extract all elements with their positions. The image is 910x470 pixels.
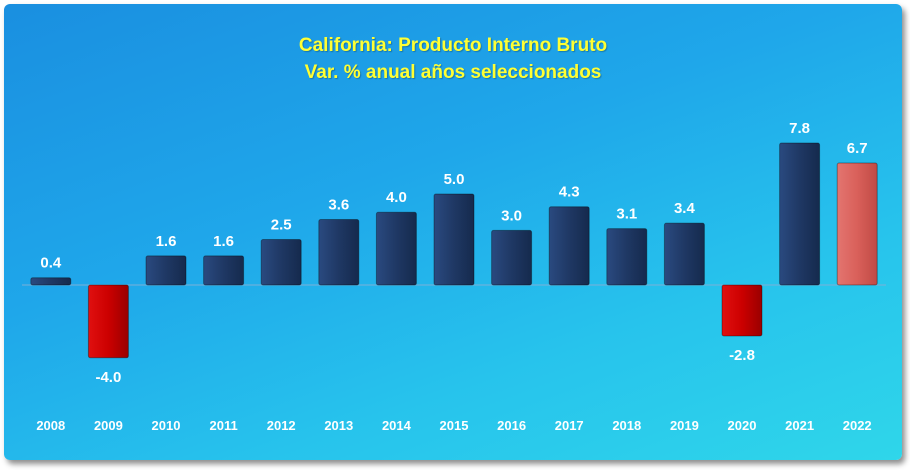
bar-chart: 0.4 2008 -4.0 2009 1.6 2010 1.6 2011 2.5 2012 3.6 2… xyxy=(22,120,886,433)
data-label-2013: 3.6 xyxy=(328,196,349,213)
data-label-2020: -2.8 xyxy=(729,347,755,364)
data-label-2016: 3.0 xyxy=(501,207,522,224)
x-tick-label-2008: 2008 xyxy=(36,418,65,433)
x-tick-label-2013: 2013 xyxy=(324,418,353,433)
x-tick-label-2021: 2021 xyxy=(785,418,814,433)
data-label-2017: 4.3 xyxy=(559,184,580,201)
x-tick-label-2017: 2017 xyxy=(555,418,584,433)
bar-2016 xyxy=(491,229,533,286)
data-label-2014: 4.0 xyxy=(386,189,407,206)
x-tick-label-2010: 2010 xyxy=(152,418,181,433)
bar-2011 xyxy=(203,255,245,286)
chart-subtitle: Var. % anual años seleccionados xyxy=(304,62,602,83)
bar-2015 xyxy=(433,193,475,286)
bar-2012 xyxy=(260,239,302,286)
data-label-2012: 2.5 xyxy=(271,217,292,234)
x-tick-label-2012: 2012 xyxy=(267,418,296,433)
bar-2009 xyxy=(87,284,129,359)
x-tick-label-2016: 2016 xyxy=(497,418,526,433)
bar-2010 xyxy=(145,255,187,286)
x-tick-label-2014: 2014 xyxy=(382,418,412,433)
data-label-2008: 0.4 xyxy=(40,255,62,272)
bar-2021 xyxy=(779,142,821,286)
x-tick-label-2020: 2020 xyxy=(728,418,757,433)
data-label-2018: 3.1 xyxy=(616,206,637,223)
x-tick-label-2011: 2011 xyxy=(209,418,237,433)
chart-title-block: California: Producto Interno Bruto Var. … xyxy=(4,32,902,86)
bar-2017 xyxy=(548,206,590,286)
data-label-2021: 7.8 xyxy=(789,120,810,137)
x-tick-label-2022: 2022 xyxy=(843,418,872,433)
x-tick-label-2019: 2019 xyxy=(670,418,699,433)
bar-2008 xyxy=(30,277,72,286)
data-label-2022: 6.7 xyxy=(847,140,868,157)
bar-2014 xyxy=(375,211,417,286)
data-label-2009: -4.0 xyxy=(95,369,121,386)
bar-2018 xyxy=(606,228,648,286)
bar-2013 xyxy=(318,218,360,286)
data-label-2011: 1.6 xyxy=(213,233,234,250)
x-tick-label-2018: 2018 xyxy=(612,418,641,433)
bar-2020 xyxy=(721,284,763,337)
data-label-2019: 3.4 xyxy=(674,200,696,217)
bar-2019 xyxy=(663,222,705,286)
bar-2022 xyxy=(836,162,878,286)
data-label-2010: 1.6 xyxy=(156,233,177,250)
chart-frame: California: Producto Interno Bruto Var. … xyxy=(4,4,902,460)
x-tick-label-2009: 2009 xyxy=(94,418,123,433)
x-tick-label-2015: 2015 xyxy=(440,418,469,433)
chart-title: California: Producto Interno Bruto xyxy=(298,35,608,56)
data-label-2015: 5.0 xyxy=(444,171,465,188)
